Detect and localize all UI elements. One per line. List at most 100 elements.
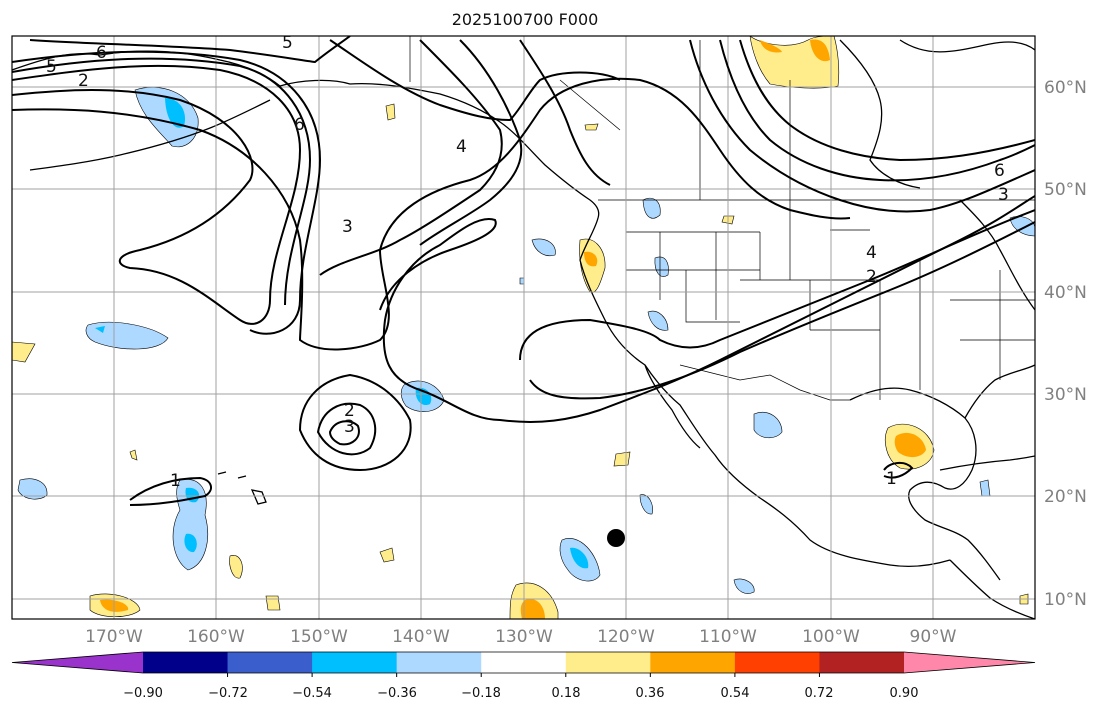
hudson-bay-coast [839,39,921,189]
us-mexico-border [679,364,850,401]
longitude-labels: 170°W 160°W 150°W 140°W 130°W 120°W 110°… [85,627,957,647]
contour-label: 6 [96,43,107,63]
contour-label: 3 [998,185,1009,205]
shade-patch [753,412,783,439]
lat-label: 50°N [1044,180,1087,200]
lon-label: 140°W [392,627,450,647]
canada-arctic-coast [899,39,1035,53]
lat-label: 30°N [1044,385,1087,405]
shade-patch [229,555,243,579]
florida [964,364,1035,419]
colorbar-extend-low [12,652,143,673]
colorbar-outline [11,651,1036,674]
cuba [939,455,1035,471]
contour-line [12,77,851,351]
lat-label: 20°N [1044,487,1087,507]
contour-line [739,39,1035,162]
colorbar-tick-label: 0.36 [636,686,665,701]
lon-label: 150°W [290,627,348,647]
contour-line [529,221,1035,400]
lon-label: 90°W [910,627,957,647]
shade-patch [265,595,281,611]
colorbar-segment [734,652,820,673]
graticule [12,36,1035,619]
colorbar-segment [819,652,905,673]
location-marker [607,529,625,547]
contour-label: 1 [886,469,897,489]
contour-line [129,476,212,506]
province-lines [559,40,791,200]
shade-patch [95,326,105,333]
contour-label: 1 [170,471,181,491]
contour-line [328,420,360,446]
shade-patch [17,478,48,500]
shade-patch [584,251,598,267]
shade-patch [379,547,395,563]
contour-label: 2 [866,267,877,287]
contour-line [319,39,503,276]
colorbar-tick-label: 0.18 [552,686,581,701]
baja-california [644,364,701,449]
contour-line [689,39,1035,213]
lon-label: 120°W [597,627,655,647]
shade-patch [647,310,669,331]
contour-label: 4 [866,243,877,263]
lon-label: 110°W [699,627,757,647]
contour-label: 3 [344,417,355,437]
shade-patch [894,432,926,458]
shade-patch [85,321,169,350]
shade-patch [520,598,545,619]
lat-label: 10°N [1044,590,1087,610]
colorbar-segment [312,652,398,673]
colorbar-extend-high [904,652,1035,673]
colorbar-tick-label: 0.54 [721,686,750,701]
lon-label: 170°W [85,627,143,647]
colorbar-segment [227,652,313,673]
colorbar-segment [143,652,229,673]
contour-line [519,209,1035,361]
aleutian-chain [29,99,271,171]
shade-patch [584,123,599,131]
colorbar-tick-label: −0.72 [208,686,248,701]
shade-patch [810,39,830,62]
central-america [949,559,1035,619]
lat-label: 60°N [1044,78,1087,98]
contour-line [29,36,351,64]
latitude-labels: 60°N 50°N 40°N 30°N 20°N 10°N [1044,78,1087,610]
shade-patch [165,98,186,128]
shade-patch [654,256,669,277]
shade-patch [12,341,36,363]
contour-lines [12,36,1035,506]
state-lines [626,200,1035,400]
contour-line [12,50,322,335]
anomaly-shading [12,36,1035,619]
colorbar-labels: −0.90 −0.72 −0.54 −0.36 −0.18 0.18 0.36 … [123,686,918,701]
contour-label: 6 [994,161,1005,181]
lon-label: 160°W [187,627,245,647]
shade-patch [184,533,197,553]
contour-label-layer: 5 6 2 5 6 4 3 2 3 1 6 3 4 2 1 [46,33,1009,491]
shade-patch [760,40,782,53]
map-title: 2025100700 F000 [451,10,599,29]
colorbar-tick-label: −0.36 [377,686,417,701]
contour-line [12,57,312,306]
gulf-coast [849,387,1001,581]
lat-label: 40°N [1044,283,1087,303]
contour-line [519,39,611,186]
lon-label: 100°W [802,627,860,647]
lon-label: 130°W [495,627,553,647]
contour-line [719,39,1035,182]
contour-line [316,402,377,456]
colorbar-tick-label: −0.54 [292,686,332,701]
colorbar-tick-label: −0.18 [461,686,501,701]
shade-patch [979,479,991,497]
contour-line [298,373,412,472]
colorbar-tick-label: 0.72 [805,686,834,701]
contour-label: 6 [294,115,305,135]
shade-patch [129,449,138,461]
contour-label: 2 [344,401,355,421]
shade-patch [531,238,556,257]
shade-patch [642,197,661,219]
contour-line [419,39,523,246]
